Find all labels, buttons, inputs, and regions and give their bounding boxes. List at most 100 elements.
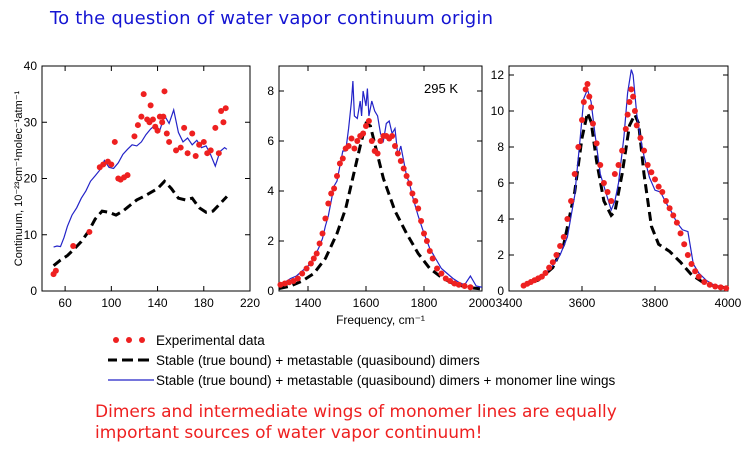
data-point bbox=[631, 108, 638, 114]
y-tick-label: 6 bbox=[497, 176, 504, 190]
data-point bbox=[111, 138, 118, 145]
data-point bbox=[220, 119, 227, 126]
data-point bbox=[412, 198, 419, 204]
x-tick-label: 3800 bbox=[642, 296, 669, 310]
data-point bbox=[368, 138, 375, 144]
x-tick-label: 140 bbox=[148, 296, 168, 310]
data-point bbox=[546, 264, 553, 271]
data-point bbox=[313, 250, 320, 257]
y-tick-label: 4 bbox=[267, 184, 274, 198]
data-point bbox=[365, 118, 372, 124]
data-point bbox=[348, 135, 355, 142]
data-point bbox=[354, 138, 361, 144]
data-point bbox=[611, 171, 618, 177]
data-point bbox=[584, 81, 591, 87]
data-point bbox=[659, 189, 666, 195]
x-tick-label: 3400 bbox=[496, 296, 523, 310]
series-experimental bbox=[50, 88, 229, 278]
slide-title: To the question of water vapor continuum… bbox=[50, 8, 494, 29]
data-point bbox=[403, 173, 410, 179]
legend-label: Stable (true bound) + metastable (quasib… bbox=[156, 352, 480, 368]
data-point bbox=[641, 147, 648, 154]
data-point bbox=[339, 155, 346, 162]
data-point bbox=[166, 138, 173, 145]
conclusion-line-2: important sources of water vapor continu… bbox=[95, 423, 483, 443]
data-point bbox=[161, 88, 168, 95]
data-point bbox=[421, 230, 427, 237]
y-tick-label: 8 bbox=[267, 84, 274, 98]
legend-item-experimental: Experimental data bbox=[108, 330, 265, 350]
data-point bbox=[717, 284, 724, 291]
data-point bbox=[628, 86, 635, 93]
data-point bbox=[648, 169, 655, 176]
data-point bbox=[655, 183, 662, 190]
data-point bbox=[409, 190, 416, 197]
legend-item-dimers: Stable (true bound) + metastable (quasib… bbox=[108, 350, 480, 370]
data-point bbox=[438, 270, 445, 277]
data-point bbox=[360, 130, 367, 137]
data-point bbox=[397, 158, 404, 164]
data-point bbox=[336, 160, 343, 167]
data-point bbox=[328, 190, 335, 197]
data-point bbox=[701, 279, 708, 285]
legend-item-dimers-wings: Stable (true bound) + metastable (quasib… bbox=[108, 370, 615, 390]
x-tick-label: 2000 bbox=[469, 296, 496, 310]
plot-frame bbox=[508, 65, 729, 292]
series-line-dimers bbox=[279, 121, 482, 291]
series-experimental bbox=[520, 81, 730, 292]
series-line-dimers-wings bbox=[523, 69, 728, 289]
data-point bbox=[173, 147, 180, 154]
data-point bbox=[331, 185, 338, 192]
data-point bbox=[294, 275, 301, 282]
data-point bbox=[374, 150, 381, 157]
data-point bbox=[138, 113, 145, 120]
plot-frame bbox=[41, 65, 251, 292]
data-point bbox=[586, 93, 593, 100]
data-point bbox=[222, 105, 229, 112]
data-point bbox=[622, 126, 629, 132]
data-point bbox=[455, 281, 462, 288]
data-point bbox=[589, 120, 596, 127]
data-point bbox=[564, 216, 571, 222]
data-point bbox=[345, 143, 352, 149]
data-point bbox=[637, 135, 644, 141]
data-point bbox=[447, 278, 454, 284]
data-point bbox=[303, 265, 310, 272]
y-tick-label: 20 bbox=[24, 172, 38, 186]
chart-panel-3: 3400 3600 3800 4000 0 2 4 6 8 10 12 bbox=[491, 65, 742, 310]
data-point bbox=[215, 150, 222, 157]
data-point bbox=[597, 162, 604, 168]
y-tick-label: 40 bbox=[24, 59, 38, 73]
y-tick-label: 2 bbox=[267, 234, 274, 248]
y-tick-label: 12 bbox=[491, 68, 505, 82]
data-point bbox=[149, 116, 156, 123]
data-point bbox=[593, 140, 600, 147]
data-point bbox=[192, 153, 199, 159]
data-point bbox=[134, 122, 141, 129]
data-point bbox=[218, 108, 225, 114]
data-point bbox=[322, 215, 329, 222]
data-point bbox=[553, 252, 560, 258]
data-point bbox=[677, 230, 684, 237]
x-tick-label: 1400 bbox=[295, 296, 322, 310]
data-point bbox=[604, 189, 611, 195]
data-point bbox=[177, 144, 184, 151]
data-point bbox=[560, 234, 567, 240]
y-tick-label: 0 bbox=[497, 284, 504, 298]
data-point bbox=[624, 111, 631, 118]
data-point bbox=[695, 273, 702, 280]
data-point bbox=[626, 99, 633, 105]
data-point bbox=[579, 117, 585, 123]
conclusion-text: Dimers and intermediate wings of monomer… bbox=[95, 402, 617, 444]
data-point bbox=[415, 205, 422, 212]
data-point bbox=[600, 180, 607, 186]
data-point bbox=[189, 130, 196, 137]
data-point bbox=[442, 275, 449, 282]
data-point bbox=[608, 198, 615, 204]
data-point bbox=[571, 171, 578, 177]
x-tick-label: 180 bbox=[194, 296, 214, 310]
y-tick-label: 0 bbox=[30, 284, 37, 298]
conclusion-line-1: Dimers and intermediate wings of monomer… bbox=[95, 402, 617, 422]
data-point bbox=[207, 147, 214, 154]
